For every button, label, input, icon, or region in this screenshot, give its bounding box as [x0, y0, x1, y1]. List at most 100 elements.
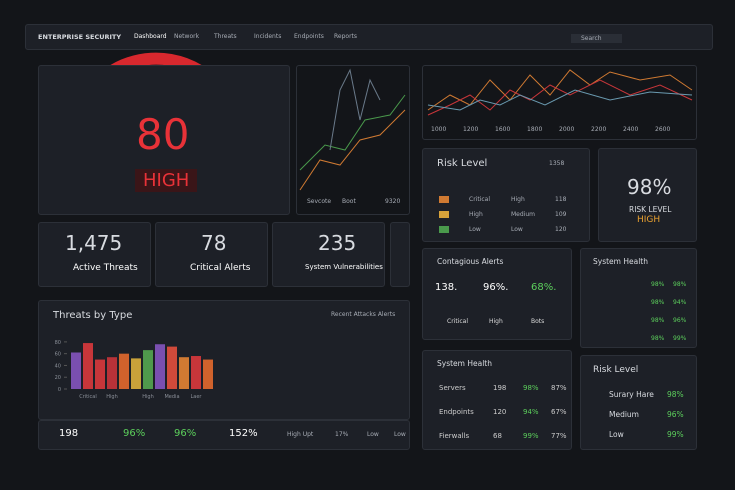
nav-item[interactable]: Incidents — [254, 33, 282, 40]
link[interactable]: Recent Attacks Alerts — [331, 311, 396, 318]
risk-cell: Critical — [439, 196, 490, 203]
stat-card: 235 System Vulnerabilities — [272, 222, 385, 287]
health-side: System Health 98% 98% 98% 94% 98% 96% 98% 99% — [580, 248, 697, 348]
risk-cell: Low — [439, 226, 481, 233]
mini-label: 9320 — [385, 198, 401, 205]
mini-label: Boot — [342, 198, 356, 205]
nav-item[interactable]: Reports — [334, 33, 358, 40]
health-cell: 98% — [523, 384, 539, 392]
health-value: 94% — [673, 299, 687, 306]
bar — [131, 358, 141, 389]
alert-value: 68%. — [531, 282, 557, 293]
health-value: 98% — [651, 317, 665, 324]
y-tick-label: 20 — [55, 375, 61, 381]
axis-label: 2400 — [623, 126, 639, 133]
stat-value: 235 — [318, 231, 357, 255]
risk-row: 98% — [667, 390, 684, 399]
health-value: 96% — [673, 317, 687, 324]
stat-label: Active Threats — [73, 263, 138, 273]
health-value: 98% — [651, 281, 665, 288]
bar-chart: 0 20 40 60 80 Critical High High Media Laer — [55, 340, 213, 400]
risk-row: Medium — [609, 410, 639, 419]
health-cell: Endpoints — [439, 408, 474, 416]
nav-item[interactable]: Threats — [214, 33, 237, 40]
nav-item[interactable]: Endpoints — [294, 33, 324, 40]
health-cell: 68 — [493, 432, 502, 440]
bar — [71, 352, 81, 389]
gauge-label: RISK LEVEL — [629, 205, 672, 214]
health-cell: 120 — [493, 408, 507, 416]
count: 1358 — [549, 160, 565, 167]
bar — [143, 350, 153, 389]
risk-cell: High — [511, 196, 525, 203]
risk-level-panel: Risk Level 1358 Critical High 118 High Mediu… — [422, 148, 590, 242]
risk-cell: High — [439, 211, 483, 218]
bar — [83, 343, 93, 389]
axis-label: 1800 — [527, 126, 543, 133]
stat-card: 1,475 Active Threats — [38, 222, 151, 287]
legend-item: High — [489, 318, 503, 325]
gauge-level: HIGH — [637, 215, 661, 225]
top-bar: ENTERPRISE SECURITY Search Dashboard Netw… — [25, 24, 713, 50]
health-value: 98% — [651, 335, 665, 342]
tool-column — [390, 222, 410, 287]
health-value: 99% — [673, 335, 687, 342]
bottom-stats: 198 96% 96% 152% High Upt 17% Low Low — [38, 420, 410, 450]
panel-title: Threats by Type — [53, 310, 133, 321]
search[interactable]: Search — [571, 34, 622, 43]
bar — [107, 357, 117, 389]
threats-panel: Threats by Type Recent Attacks Alerts 0 2… — [38, 300, 410, 420]
panel-title: Risk Level — [593, 365, 639, 375]
bottom-stat: Low — [394, 431, 406, 438]
y-tick-label: 40 — [55, 363, 61, 369]
y-tick-label: 80 — [55, 340, 61, 346]
axis-label: 1000 — [431, 126, 447, 133]
mini-label: Sevcote — [307, 198, 332, 205]
gauge-value: 80 — [136, 110, 190, 159]
axis-label: 2000 — [559, 126, 575, 133]
health-cell: 87% — [551, 384, 567, 392]
risk-row: Surary Hare — [609, 390, 654, 399]
axis-label: 1200 — [463, 126, 479, 133]
panel-title: Risk Level — [437, 158, 488, 169]
risk-list: Risk Level Surary Hare 98% Medium 96% Low 99% — [580, 355, 697, 450]
bottom-stat: 17% — [335, 431, 349, 438]
risk-row: Low — [609, 430, 624, 439]
risk-row: 99% — [667, 430, 684, 439]
health-value: 98% — [673, 281, 687, 288]
risk-cell: Low — [511, 226, 523, 233]
brand: ENTERPRISE SECURITY — [38, 33, 122, 41]
stat-label: System Vulnerabilities — [305, 263, 383, 271]
bar — [203, 359, 213, 389]
stat-value: 1,475 — [65, 231, 123, 255]
bar — [167, 346, 177, 389]
bottom-stat: 198 — [59, 428, 79, 439]
bar — [95, 359, 105, 389]
nav-item[interactable]: Network — [174, 33, 200, 40]
legend-item: Bots — [531, 318, 545, 325]
risk-row: 96% — [667, 410, 684, 419]
nav-item[interactable]: Dashboard — [134, 33, 167, 40]
stat-label: Critical Alerts — [190, 263, 251, 273]
axis-label: 2200 — [591, 126, 607, 133]
health-cell: Fierwalls — [439, 432, 470, 440]
axis-label: 2600 — [655, 126, 671, 133]
x-tick-label: Critical — [79, 394, 97, 400]
bottom-stat: High Upt — [287, 431, 314, 438]
bottom-stat: 96% — [174, 428, 197, 439]
risk-cell: 120 — [555, 226, 567, 233]
health-cell: 198 — [493, 384, 507, 392]
bottom-stat: Low — [367, 431, 379, 438]
panel-title: System Health — [593, 257, 648, 266]
health-cell: 99% — [523, 432, 539, 440]
contagious-panel: Contagious Alerts 138. 96%. 68%. Critical Hi… — [422, 248, 572, 340]
bar — [179, 357, 189, 389]
health-panel: System Health Servers 198 98% 87% Endpoints 1… — [422, 350, 572, 450]
x-tick-label: High — [106, 394, 118, 400]
bottom-stat: 152% — [229, 428, 258, 439]
health-cell: 67% — [551, 408, 567, 416]
bottom-stat: 96% — [123, 428, 146, 439]
health-cell: 77% — [551, 432, 567, 440]
bar — [191, 356, 201, 389]
